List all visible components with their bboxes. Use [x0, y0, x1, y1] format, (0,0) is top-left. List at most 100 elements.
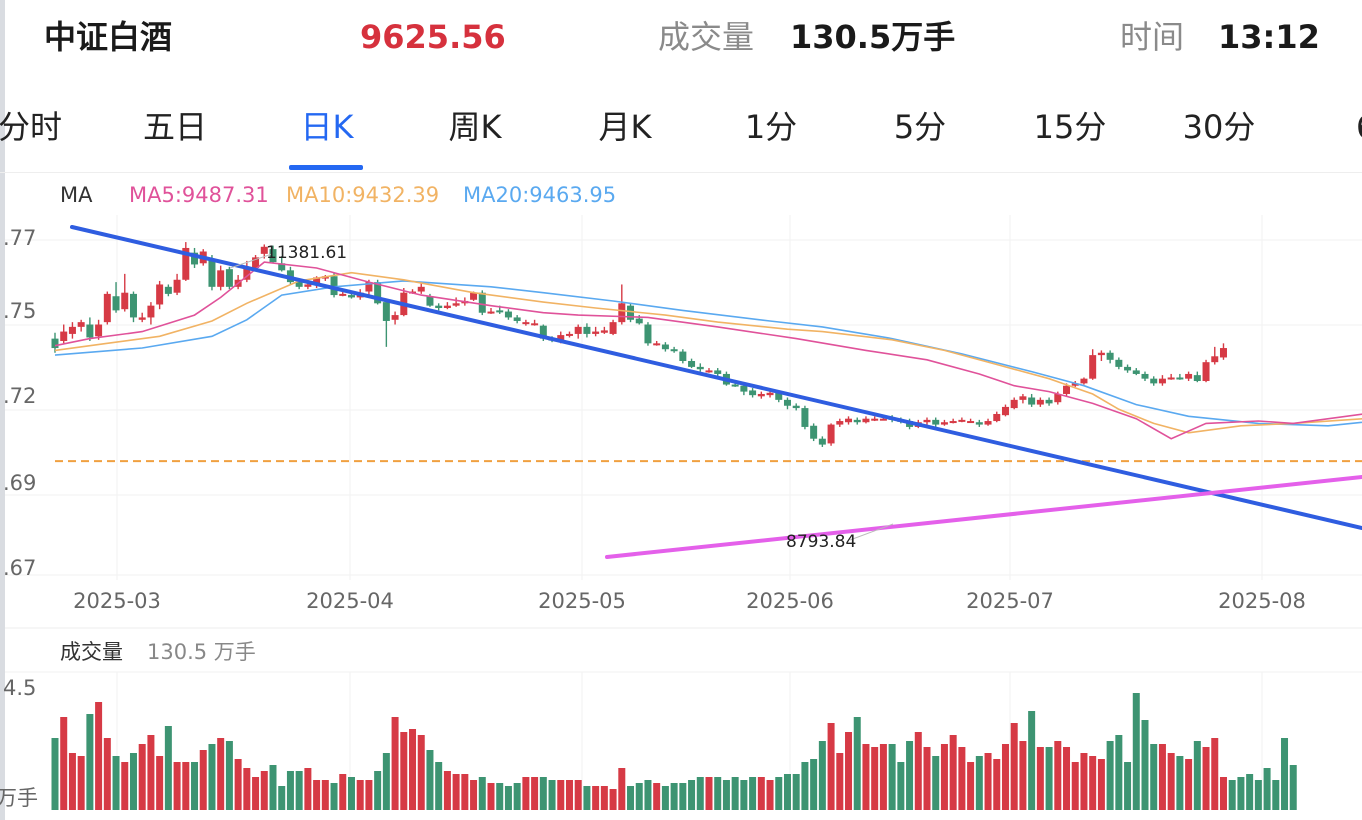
candle-body	[1080, 378, 1088, 384]
volume-bar	[792, 774, 800, 810]
tab-five-day[interactable]: 五日	[142, 108, 208, 146]
tab-monthly-k[interactable]: 月K	[598, 108, 652, 146]
candle-body	[365, 282, 373, 292]
volume-bar	[426, 750, 434, 810]
active-tab-indicator	[289, 165, 363, 170]
candle-body	[565, 333, 573, 336]
tab-15min[interactable]: 15分	[1033, 108, 1107, 146]
volume-bar	[897, 762, 905, 810]
volume-bar	[958, 747, 966, 810]
volume-bar	[749, 777, 757, 810]
volume-bar	[592, 786, 600, 810]
tab-60min[interactable]: 60	[1356, 106, 1362, 148]
volume-bar	[382, 753, 390, 810]
volume-bar	[1124, 762, 1132, 810]
volume-bar	[217, 738, 225, 810]
tab-daily-k[interactable]: 日K	[300, 108, 354, 146]
candle-body	[313, 277, 321, 285]
volume-bar	[95, 702, 103, 810]
volume-bar	[531, 777, 539, 810]
volume-bar	[339, 774, 347, 810]
volume-bar	[374, 771, 382, 810]
current-price: 9625.56	[360, 18, 506, 56]
volume-bar	[278, 786, 286, 810]
volume-bar	[112, 756, 120, 810]
candle-body	[478, 292, 486, 313]
volume-bar	[330, 783, 338, 810]
low-leader-line	[849, 523, 894, 541]
ma10-legend: MA10:9432.39	[286, 183, 439, 207]
candle-body	[1106, 352, 1114, 360]
candle-body	[504, 311, 512, 318]
candle-body	[627, 305, 635, 320]
volume-bar	[1202, 747, 1210, 810]
volume-bar	[129, 753, 137, 810]
candle-body	[208, 258, 216, 287]
candle-body	[975, 422, 983, 425]
volume-bar	[121, 762, 129, 810]
volume-bar	[1036, 747, 1044, 810]
volume-bar	[853, 717, 861, 810]
volume-bar	[688, 780, 696, 810]
volume-bar	[1063, 747, 1071, 810]
candle-body	[932, 419, 940, 425]
ma10-line	[54, 271, 1362, 434]
candle-body	[487, 311, 495, 314]
tab-30min[interactable]: 30分	[1182, 108, 1256, 146]
volume-bar	[714, 777, 722, 810]
candle-body	[775, 392, 783, 400]
volume-bar	[138, 744, 146, 810]
candle-body	[278, 263, 286, 271]
volume-bar	[679, 783, 687, 810]
time-value: 13:12	[1218, 18, 1320, 56]
volume-bar	[208, 744, 216, 810]
volume-bar	[557, 780, 565, 810]
volume-bar	[766, 780, 774, 810]
candle-body	[1202, 362, 1210, 382]
x-tick-label: 2025-04	[306, 589, 394, 613]
volume-bar	[635, 783, 643, 810]
volume-bar	[409, 729, 417, 810]
candle-body	[156, 284, 164, 305]
volume-bar	[644, 780, 652, 810]
candle-body	[138, 317, 146, 320]
candle-body	[513, 317, 521, 321]
candle-body	[339, 293, 347, 296]
volume-bar	[871, 747, 879, 810]
tab-weekly-k[interactable]: 周K	[448, 108, 502, 146]
candle-body	[1176, 377, 1184, 380]
candle-body	[801, 408, 809, 427]
volume-bar	[252, 777, 260, 810]
x-tick-label: 2025-08	[1218, 589, 1306, 613]
candle-body	[705, 370, 713, 373]
volume-bar	[967, 762, 975, 810]
candle-body	[1211, 356, 1219, 363]
candle-body	[679, 351, 687, 361]
volume-unit-label: 万手	[0, 786, 38, 810]
tab-5min[interactable]: 5分	[893, 108, 947, 146]
volume-bar	[417, 735, 425, 810]
volume-bar	[86, 714, 94, 810]
volume-bar	[1080, 753, 1088, 810]
volume-bar	[60, 717, 68, 810]
x-tick-label: 2025-03	[73, 589, 161, 613]
volume-bar	[356, 780, 364, 810]
volume-bar	[1281, 738, 1289, 810]
candle-body	[644, 324, 652, 344]
volume-bar	[1272, 780, 1280, 810]
candle-body	[949, 421, 957, 424]
tab-1min[interactable]: 1分	[744, 108, 798, 146]
volume-bar	[1115, 735, 1123, 810]
volume-bar	[269, 765, 277, 810]
volume-bar	[949, 735, 957, 810]
volume-bar	[461, 774, 469, 810]
tab-intraday[interactable]: 分时	[0, 108, 63, 146]
volume-bar	[173, 762, 181, 810]
candle-body	[1097, 352, 1105, 356]
candle-body	[391, 315, 399, 320]
volume-bar	[522, 777, 530, 810]
candle-body	[653, 343, 661, 346]
volume-bar	[68, 753, 76, 810]
candle-body	[173, 279, 181, 293]
volume-bar	[1097, 759, 1105, 810]
